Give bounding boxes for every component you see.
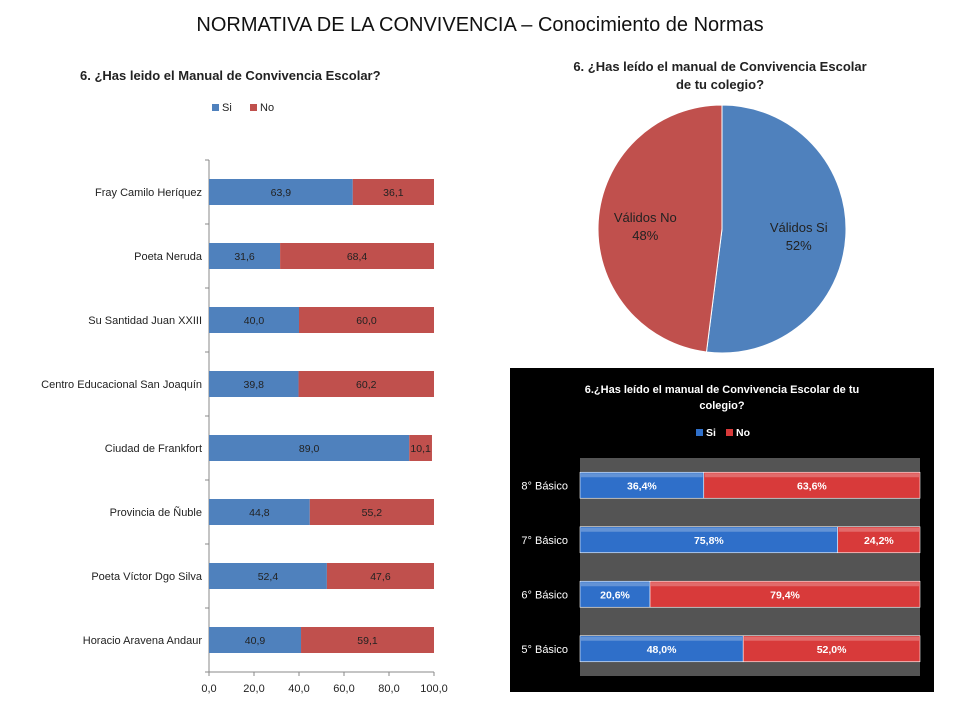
chart3-bar-si <box>579 580 651 608</box>
chart3-data-label: 63,6% <box>797 480 827 492</box>
chart1-category-label: Poeta Neruda <box>134 251 203 263</box>
chart1-data-label: 89,0 <box>299 443 320 455</box>
chart3-data-label: 20,6% <box>600 589 630 601</box>
chart3-bar-highlight <box>581 527 837 532</box>
chart1-data-label: 60,2 <box>356 379 377 391</box>
chart3-title-line1: 6.¿Has leído el manual de Convivencia Es… <box>584 384 860 396</box>
chart1-bar-no <box>301 627 434 653</box>
chart1-data-label: 36,1 <box>383 187 404 199</box>
chart3-bar-highlight <box>581 636 743 641</box>
chart3-panel: 6.¿Has leído el manual de Convivencia Es… <box>510 368 934 692</box>
chart1-data-label: 60,0 <box>356 315 377 327</box>
chart1-bar-no <box>299 307 434 333</box>
chart3-data-label: 24,2% <box>864 535 894 547</box>
pie-label: Válidos Si <box>770 220 828 235</box>
chart3-legend-label-si: Si <box>706 427 716 439</box>
chart1-data-label: 40,9 <box>245 635 266 647</box>
chart1-data-label: 63,9 <box>271 187 292 199</box>
legend-swatch-si <box>212 104 219 111</box>
chart1-category-label: Horacio Aravena Andaur <box>83 635 203 647</box>
chart3-stacked-bar: Si No 8° Básico 36,4% 63,6% 7° Básico 75,8% 24,… <box>521 427 921 676</box>
chart1-category-label: Fray Camilo Heríquez <box>95 187 202 199</box>
chart3-bar-no <box>837 526 921 554</box>
chart3-title-line2: colegio? <box>699 400 745 412</box>
chart1-data-label: 10,1 <box>410 443 431 455</box>
chart3-data-label: 79,4% <box>770 589 800 601</box>
chart1-data-label: 52,4 <box>258 571 279 583</box>
chart3-bar-highlight <box>838 527 919 532</box>
chart1-x-tick-label: 80,0 <box>378 683 399 695</box>
chart3-bar-no <box>703 471 921 499</box>
chart3-category-label: 5° Básico <box>521 644 568 656</box>
chart1-bar-si <box>209 371 299 397</box>
chart1-bar-si <box>209 627 302 653</box>
chart2-title: 6. ¿Has leído el manual de Convivencia E… <box>540 58 900 94</box>
chart1-data-label: 39,8 <box>244 379 265 391</box>
chart1-category-label: Su Santidad Juan XXIII <box>88 315 202 327</box>
chart3-bar-highlight <box>581 582 650 587</box>
chart3-bar-no <box>649 580 921 608</box>
chart3-data-label: 48,0% <box>647 644 677 656</box>
chart1-data-label: 44,8 <box>249 507 270 519</box>
chart1-bar-no <box>409 435 432 461</box>
chart2-title-line1: 6. ¿Has leído el manual de Convivencia E… <box>573 59 867 74</box>
chart1-x-tick-label: 20,0 <box>243 683 264 695</box>
chart1-bar-si <box>209 563 327 589</box>
chart1-bar-si <box>209 243 281 269</box>
chart1-data-label: 55,2 <box>362 507 383 519</box>
pie-slice-no <box>597 104 723 353</box>
chart1-x-tick-label: 100,0 <box>420 683 448 695</box>
chart1-bar-no <box>352 179 434 205</box>
chart3-legend-swatch-si <box>696 429 703 436</box>
chart3-bar-no <box>742 635 921 663</box>
chart3-legend-swatch-no <box>726 429 733 436</box>
chart1-category-label: Poeta Víctor Dgo Silva <box>91 571 203 583</box>
chart1-bar-no <box>280 243 434 269</box>
pie-pct-label: 48% <box>632 228 658 243</box>
pie-label: Válidos No <box>614 210 677 225</box>
pie-pct-label: 52% <box>786 238 812 253</box>
chart1-bar-si <box>209 435 410 461</box>
chart1-x-tick-label: 60,0 <box>333 683 354 695</box>
chart1-bar-si <box>209 179 353 205</box>
chart1-bar-si <box>209 499 310 525</box>
chart3-title: 6.¿Has leído el manual de Convivencia Es… <box>510 382 934 414</box>
chart1-data-label: 68,4 <box>347 251 368 263</box>
chart3-category-label: 7° Básico <box>521 535 568 547</box>
chart1-bar-si <box>209 307 299 333</box>
chart1-bar-no <box>326 563 434 589</box>
chart3-category-label: 8° Básico <box>521 480 568 492</box>
legend-swatch-no <box>250 104 257 111</box>
chart3-data-label: 36,4% <box>627 480 657 492</box>
chart3-data-label: 52,0% <box>817 644 847 656</box>
chart1-data-label: 31,6 <box>234 251 255 263</box>
chart1-bar-no <box>298 371 434 397</box>
slide-title: NORMATIVA DE LA CONVIVENCIA – Conocimien… <box>196 14 764 36</box>
chart3-legend-label-no: No <box>736 427 750 439</box>
legend-label-si: Si <box>222 102 232 114</box>
chart3-bar-si <box>579 471 705 499</box>
chart2-title-line2: de tu colegio? <box>675 77 765 92</box>
chart3-bar-highlight <box>704 473 919 478</box>
chart3-data-label: 75,8% <box>694 535 724 547</box>
chart1-data-label: 59,1 <box>357 635 378 647</box>
legend-label-no: No <box>260 102 274 114</box>
chart1-x-tick-label: 40,0 <box>288 683 309 695</box>
chart1-data-label: 40,0 <box>244 315 265 327</box>
chart3-category-label: 6° Básico <box>521 589 568 601</box>
chart3-bar-highlight <box>651 582 919 587</box>
chart1-x-tick-label: 0,0 <box>201 683 216 695</box>
chart3-bar-highlight <box>744 636 919 641</box>
chart1-data-label: 47,6 <box>370 571 391 583</box>
chart3-bar-si <box>579 526 839 554</box>
chart1-category-label: Ciudad de Frankfort <box>105 443 202 455</box>
pie-slice-si <box>705 104 847 354</box>
chart3-bar-highlight <box>581 473 703 478</box>
chart1-category-label: Provincia de Ñuble <box>110 506 202 519</box>
chart1-title: 6. ¿Has leido el Manual de Convivencia E… <box>80 68 381 83</box>
chart1-bar-no <box>309 499 434 525</box>
chart1-category-label: Centro Educacional San Joaquín <box>41 379 202 391</box>
